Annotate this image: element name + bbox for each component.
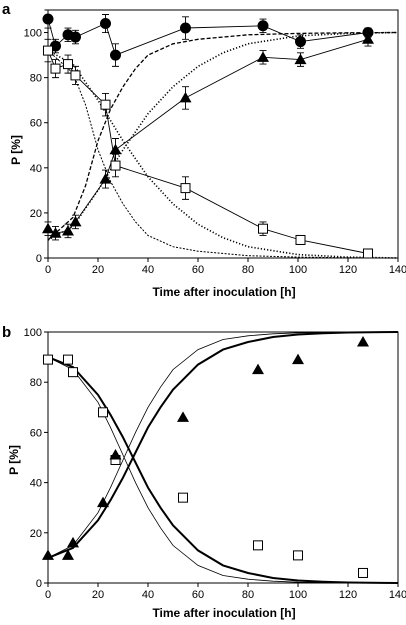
panel-a-x-tick-label: 140 xyxy=(389,264,406,276)
panel-a-series-line-2 xyxy=(47,38,369,234)
panel-a-series-line-1 xyxy=(47,50,369,254)
data-point-triangle xyxy=(62,224,74,236)
panel-b-x-tick-label: 60 xyxy=(192,589,204,601)
panel-a-x-tick-label: 80 xyxy=(242,264,254,276)
panel-a-y-tick-label: 0 xyxy=(36,253,42,265)
data-point-triangle xyxy=(109,448,122,460)
panel-b-model-curve-5 xyxy=(47,356,399,584)
data-point-triangle xyxy=(362,33,374,44)
data-point-square xyxy=(100,99,111,110)
panel-b-plot-area xyxy=(42,331,399,584)
panel-a-y-tick-label: 40 xyxy=(30,163,42,175)
data-point-square xyxy=(363,248,373,259)
data-point-triangle xyxy=(109,143,122,155)
panel-b-x-tick-label: 40 xyxy=(142,589,154,601)
panel-b-y-tick-label: 20 xyxy=(30,528,42,540)
panel-a: a P [%] Time after inoculation [h] 0 20 40… xyxy=(2,1,406,299)
data-point-square xyxy=(258,223,268,234)
panel-b-plot-frame xyxy=(47,331,399,584)
panel-b-x-tick-label: 140 xyxy=(389,589,406,601)
data-point-square xyxy=(253,540,263,551)
panel-a-x-tick-label: 100 xyxy=(289,264,307,276)
panel-a-plot-frame xyxy=(47,9,399,259)
panel-b-x-tick-label: 100 xyxy=(289,589,307,601)
panel-letter-b: b xyxy=(2,324,11,341)
panel-a-x-tick-label: 20 xyxy=(92,264,104,276)
data-point-triangle xyxy=(69,215,82,227)
data-point-triangle xyxy=(42,549,54,560)
panel-a-x-tick-label: 60 xyxy=(192,264,204,276)
panel-a-x-tick-label: 40 xyxy=(142,264,154,276)
data-point-square xyxy=(43,354,53,365)
data-point-square xyxy=(110,160,121,171)
data-point-triangle xyxy=(49,227,62,238)
panel-b-y-tick-label: 40 xyxy=(30,478,42,490)
panel-a-plot-area xyxy=(42,9,399,259)
data-point-triangle xyxy=(294,53,307,65)
data-point-triangle xyxy=(252,363,264,375)
data-point-triangle xyxy=(62,549,74,560)
data-point-square xyxy=(63,59,73,70)
data-point-square xyxy=(293,550,303,561)
data-point-square xyxy=(50,63,61,74)
panel-a-y-tick-label: 80 xyxy=(30,73,42,85)
data-point-circle xyxy=(42,13,54,25)
panel-b-model-curve-4 xyxy=(47,331,399,559)
data-point-triangle xyxy=(99,173,112,184)
data-point-square xyxy=(70,70,81,81)
data-point-square xyxy=(68,367,78,378)
panel-b-y-axis-title: P [%] xyxy=(7,445,21,475)
panel-a-model-curve-4 xyxy=(47,50,399,259)
data-point-square xyxy=(180,183,191,194)
data-point-circle xyxy=(295,36,306,48)
data-point-circle xyxy=(100,18,111,30)
panel-a-y-tick-label: 20 xyxy=(30,208,42,220)
data-point-triangle xyxy=(179,91,192,103)
panel-b-x-tick-label: 20 xyxy=(92,589,104,601)
panel-b-model-curve-2 xyxy=(47,331,399,559)
panel-b-x-axis-title: Time after inoculation [h] xyxy=(152,606,295,620)
panel-b-x-tick-label: 120 xyxy=(339,589,357,601)
data-point-triangle xyxy=(257,51,269,62)
panel-a-model-curve-3 xyxy=(47,31,399,241)
data-point-circle xyxy=(110,49,121,61)
data-point-triangle xyxy=(42,222,54,234)
panel-a-series-line-0 xyxy=(47,18,369,56)
data-point-square xyxy=(43,45,53,56)
data-point-triangle xyxy=(97,496,109,508)
panel-a-x-tick-label: 120 xyxy=(339,264,357,276)
data-point-square xyxy=(63,354,73,365)
panel-a-model-curve-5 xyxy=(47,31,399,241)
data-point-triangle xyxy=(357,336,369,347)
panel-b: b P [%] Time after inoculation [h] 0 20 40… xyxy=(2,324,406,620)
panel-b-x-tick-label: 0 xyxy=(45,589,51,601)
panel-a-y-tick-label: 60 xyxy=(30,118,42,130)
data-point-square xyxy=(295,234,306,245)
panel-b-x-tick-label: 80 xyxy=(242,589,254,601)
data-point-triangle xyxy=(292,353,304,365)
panel-a-y-tick-label: 100 xyxy=(24,28,42,40)
panel-b-y-tick-label: 60 xyxy=(30,427,42,439)
data-point-square xyxy=(98,407,108,418)
data-point-triangle xyxy=(67,536,79,548)
panel-b-model-curve-3 xyxy=(47,356,399,584)
panel-a-x-tick-label: 0 xyxy=(45,264,51,276)
data-point-circle xyxy=(180,22,191,34)
panel-letter-a: a xyxy=(2,1,11,18)
panel-a-x-axis-title: Time after inoculation [h] xyxy=(152,285,295,299)
data-point-circle xyxy=(257,20,269,32)
data-point-square xyxy=(358,567,368,578)
panel-b-y-tick-label: 100 xyxy=(24,327,42,339)
data-point-square xyxy=(178,492,188,503)
data-point-circle xyxy=(70,31,81,43)
panel-a-model-curve-6 xyxy=(47,49,399,259)
panel-a-y-axis-title: P [%] xyxy=(9,135,23,165)
data-point-triangle xyxy=(177,411,189,422)
panel-b-y-tick-label: 0 xyxy=(36,578,42,590)
panel-b-y-tick-label: 80 xyxy=(30,377,42,389)
